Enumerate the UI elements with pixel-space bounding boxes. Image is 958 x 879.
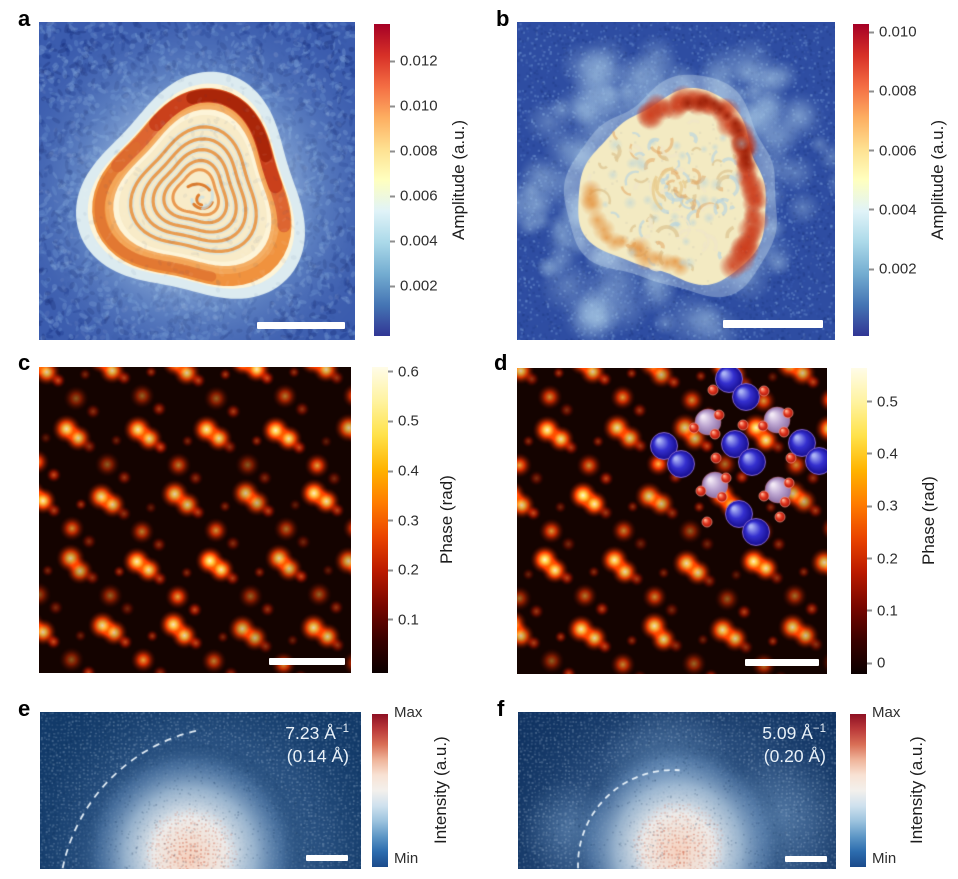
colorbar-b bbox=[853, 24, 869, 336]
colorbar-tick: 0.6 bbox=[388, 364, 419, 379]
colorbar-f-axis-label: Intensity (a.u.) bbox=[907, 736, 926, 845]
colorbar-tick: 0.006 bbox=[390, 189, 438, 204]
colorbar-tick: 0.5 bbox=[867, 394, 898, 409]
panel-f-image: 5.09 Å−1 (0.20 Å) bbox=[518, 712, 836, 869]
colorbar-tick: 0.010 bbox=[390, 99, 438, 114]
scale-bar bbox=[785, 856, 827, 862]
colorbar-d bbox=[851, 368, 867, 674]
resolution-exponent: −1 bbox=[335, 723, 349, 736]
colorbar-e bbox=[372, 714, 388, 867]
colorbar-tick: 0.2 bbox=[867, 551, 898, 566]
resolution-detail: (0.20 Å) bbox=[763, 746, 826, 767]
colorbar-a-axis-label: Amplitude (a.u.) bbox=[449, 120, 468, 240]
colorbar-tick: 0.4 bbox=[388, 464, 419, 479]
colorbar-tick: 0.3 bbox=[867, 499, 898, 514]
colorbar-f bbox=[850, 714, 866, 867]
colorbar-tick: 0.1 bbox=[867, 603, 898, 618]
panel-a-image bbox=[39, 22, 355, 340]
colorbar-d-ticks: 0.5 0.4 0.3 0.2 0.1 0 bbox=[867, 368, 927, 674]
colorbar-f-min-label: Min bbox=[872, 850, 897, 867]
colorbar-c-ticks: 0.6 0.5 0.4 0.3 0.2 0.1 bbox=[388, 364, 448, 673]
amplitude-map-b bbox=[517, 22, 835, 340]
colorbar-b-axis-label: Amplitude (a.u.) bbox=[928, 120, 947, 240]
colorbar-tick: 0.3 bbox=[388, 513, 419, 528]
colorbar-tick: 0.004 bbox=[390, 234, 438, 249]
colorbar-tick: 0.004 bbox=[869, 202, 917, 217]
panel-b-image bbox=[517, 22, 835, 340]
colorbar-b-ticks: 0.010 0.008 0.006 0.004 0.002 bbox=[869, 24, 939, 336]
resolution-annotation: 7.23 Å−1 (0.14 Å) bbox=[285, 722, 349, 768]
scale-bar bbox=[745, 659, 819, 666]
scale-bar bbox=[306, 855, 348, 861]
colorbar-tick: 0.010 bbox=[869, 25, 917, 40]
scale-bar bbox=[723, 320, 823, 328]
colorbar-tick: 0.4 bbox=[867, 446, 898, 461]
colorbar-d-axis-label: Phase (rad) bbox=[919, 476, 938, 566]
resolution-value: 5.09 Å bbox=[762, 723, 813, 743]
colorbar-tick: 0.5 bbox=[388, 414, 419, 429]
colorbar-tick: 0.2 bbox=[388, 563, 419, 578]
colorbar-tick: 0.008 bbox=[390, 144, 438, 159]
panel-c-image bbox=[39, 367, 351, 673]
resolution-detail: (0.14 Å) bbox=[286, 746, 349, 767]
resolution-value: 7.23 Å bbox=[285, 723, 336, 743]
colorbar-tick: 0 bbox=[867, 656, 885, 671]
panel-label-c: c bbox=[18, 350, 31, 375]
amplitude-map-a bbox=[39, 22, 355, 340]
colorbar-tick: 0.012 bbox=[390, 54, 438, 69]
colorbar-c-axis-label: Phase (rad) bbox=[437, 475, 456, 565]
colorbar-e-min-label: Min bbox=[394, 850, 419, 867]
phase-map-c bbox=[39, 367, 351, 673]
colorbar-tick: 0.002 bbox=[390, 279, 438, 294]
colorbar-e-max-label: Max bbox=[394, 704, 423, 721]
scale-bar bbox=[257, 322, 345, 329]
colorbar-e-axis-label: Intensity (a.u.) bbox=[431, 736, 450, 845]
colorbar-tick: 0.002 bbox=[869, 262, 917, 277]
panel-e-image: 7.23 Å−1 (0.14 Å) bbox=[40, 712, 361, 869]
panel-label-b: b bbox=[496, 6, 510, 31]
phase-map-d-with-atom-overlay bbox=[517, 368, 827, 674]
panel-label-f: f bbox=[497, 696, 505, 721]
colorbar-tick: 0.006 bbox=[869, 143, 917, 158]
diffraction-map-f bbox=[518, 712, 836, 869]
colorbar-tick: 0.1 bbox=[388, 612, 419, 627]
diffraction-map-e bbox=[40, 712, 361, 869]
panel-d-image bbox=[517, 368, 827, 674]
scale-bar bbox=[269, 658, 345, 665]
resolution-exponent: −1 bbox=[812, 723, 826, 736]
colorbar-c bbox=[372, 367, 388, 673]
panel-label-d: d bbox=[494, 350, 508, 375]
colorbar-f-max-label: Max bbox=[872, 704, 901, 721]
panel-label-e: e bbox=[18, 696, 31, 721]
resolution-annotation: 5.09 Å−1 (0.20 Å) bbox=[762, 722, 826, 768]
panel-label-a: a bbox=[18, 6, 31, 31]
colorbar-tick: 0.008 bbox=[869, 84, 917, 99]
colorbar-a bbox=[374, 24, 390, 336]
colorbar-a-ticks: 0.012 0.010 0.008 0.006 0.004 0.002 bbox=[390, 24, 460, 336]
